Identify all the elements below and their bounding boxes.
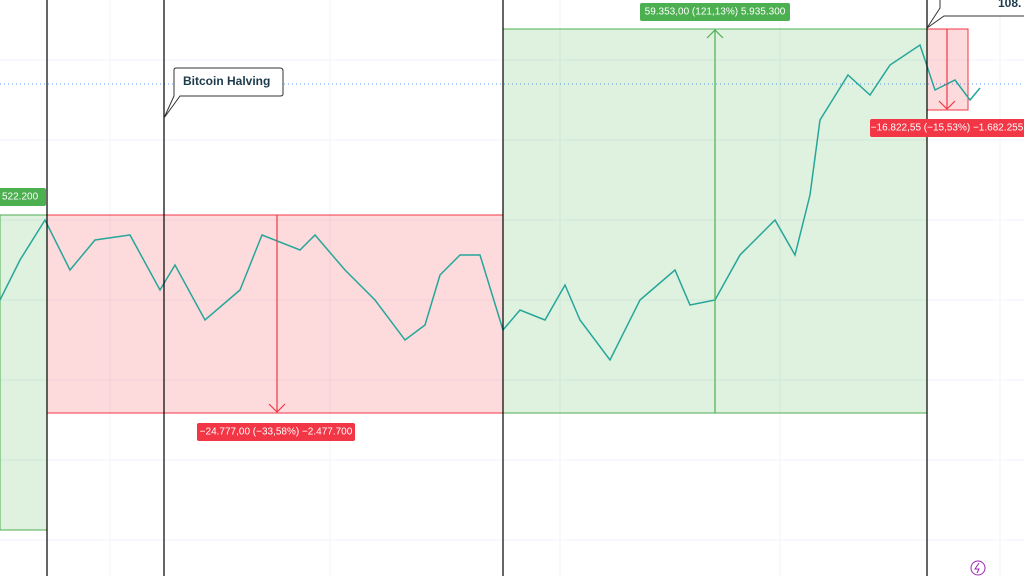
- gain-label: 59.353,00 (121,13%) 5.935.300: [645, 7, 786, 18]
- gain-box: [0, 214, 48, 531]
- recent-loss-label: −16.822,55 (−15,53%) −1.682.255: [871, 123, 1024, 134]
- callout: [163, 67, 284, 119]
- icon[interactable]: [970, 560, 986, 576]
- price-trace: [0, 43, 981, 362]
- left-label: 522.200: [2, 192, 39, 203]
- label-bg: [640, 3, 790, 21]
- vertical-line: [46, 0, 928, 576]
- arrow: [268, 29, 956, 413]
- icon: [974, 562, 980, 574]
- label-bg: [197, 423, 355, 441]
- arrow: [706, 29, 724, 413]
- halving-label: Bitcoin Halving: [183, 74, 270, 88]
- label-bg: [0, 188, 46, 206]
- loss-box: [46, 214, 504, 414]
- loss-label: −24.777,00 (−33,58%) −2.477.700: [200, 427, 353, 438]
- callout: [926, 0, 1024, 29]
- price-label: 108.: [998, 0, 1021, 10]
- label-bg: [870, 119, 1024, 137]
